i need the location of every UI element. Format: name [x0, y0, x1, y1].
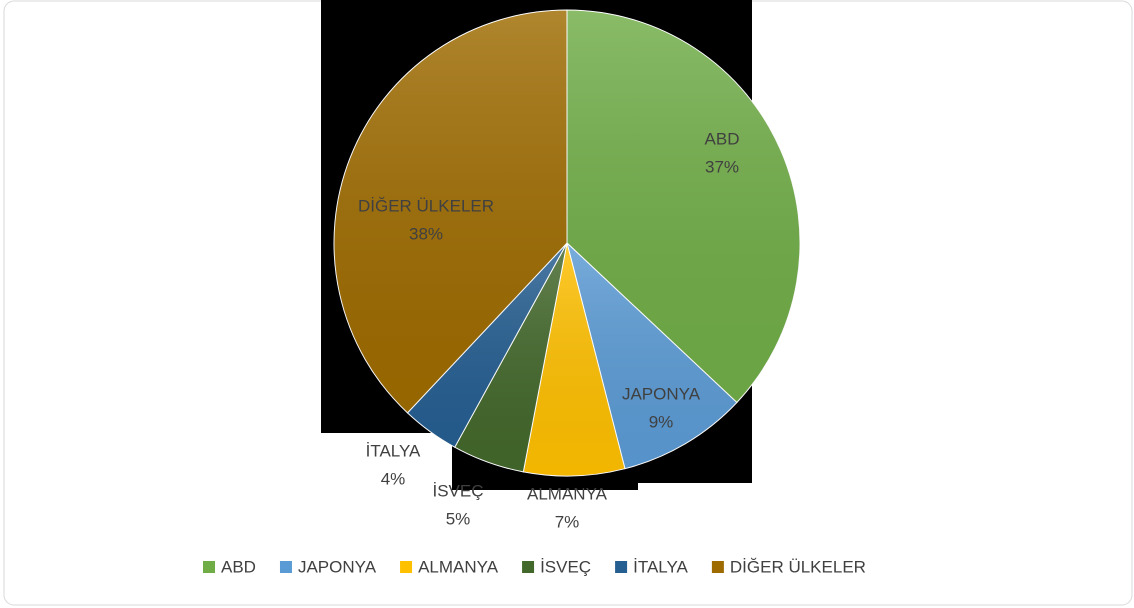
- legend-label: ALMANYA: [418, 557, 499, 576]
- data-label-value: 37%: [705, 157, 739, 176]
- legend-swatch: [203, 561, 215, 573]
- data-label-name: ALMANYA: [527, 484, 608, 503]
- data-label-value: 4%: [381, 469, 406, 488]
- slice-shade: [454, 243, 567, 472]
- legend-label: İSVEÇ: [540, 557, 591, 576]
- legend-swatch: [279, 561, 292, 573]
- slice-shade: [523, 243, 625, 476]
- data-label-name: ABD: [705, 129, 740, 148]
- data-label-value: 5%: [446, 509, 471, 528]
- data-label-value: 38%: [409, 224, 443, 243]
- slice-shade: [567, 10, 801, 403]
- legend-label: İTALYA: [633, 557, 688, 576]
- data-label-name: İSVEÇ: [432, 481, 483, 500]
- legend-swatch: [711, 561, 724, 573]
- legend-label: ABD: [221, 557, 256, 576]
- data-label-value: 9%: [649, 412, 674, 431]
- legend-label: DİĞER ÜLKELER: [730, 557, 866, 576]
- data-label-value: 7%: [555, 512, 580, 531]
- legend-swatch: [400, 561, 413, 573]
- slice-shade: [567, 243, 737, 469]
- slice-shade: [333, 10, 567, 413]
- legend-swatch: [522, 561, 535, 573]
- data-label-name: JAPONYA: [622, 384, 701, 403]
- legend-label: JAPONYA: [298, 557, 377, 576]
- legend-swatch: [615, 561, 628, 573]
- slice-shade: [407, 243, 567, 448]
- data-label-name: İTALYA: [366, 441, 421, 460]
- data-label-name: DİĞER ÜLKELER: [358, 196, 494, 215]
